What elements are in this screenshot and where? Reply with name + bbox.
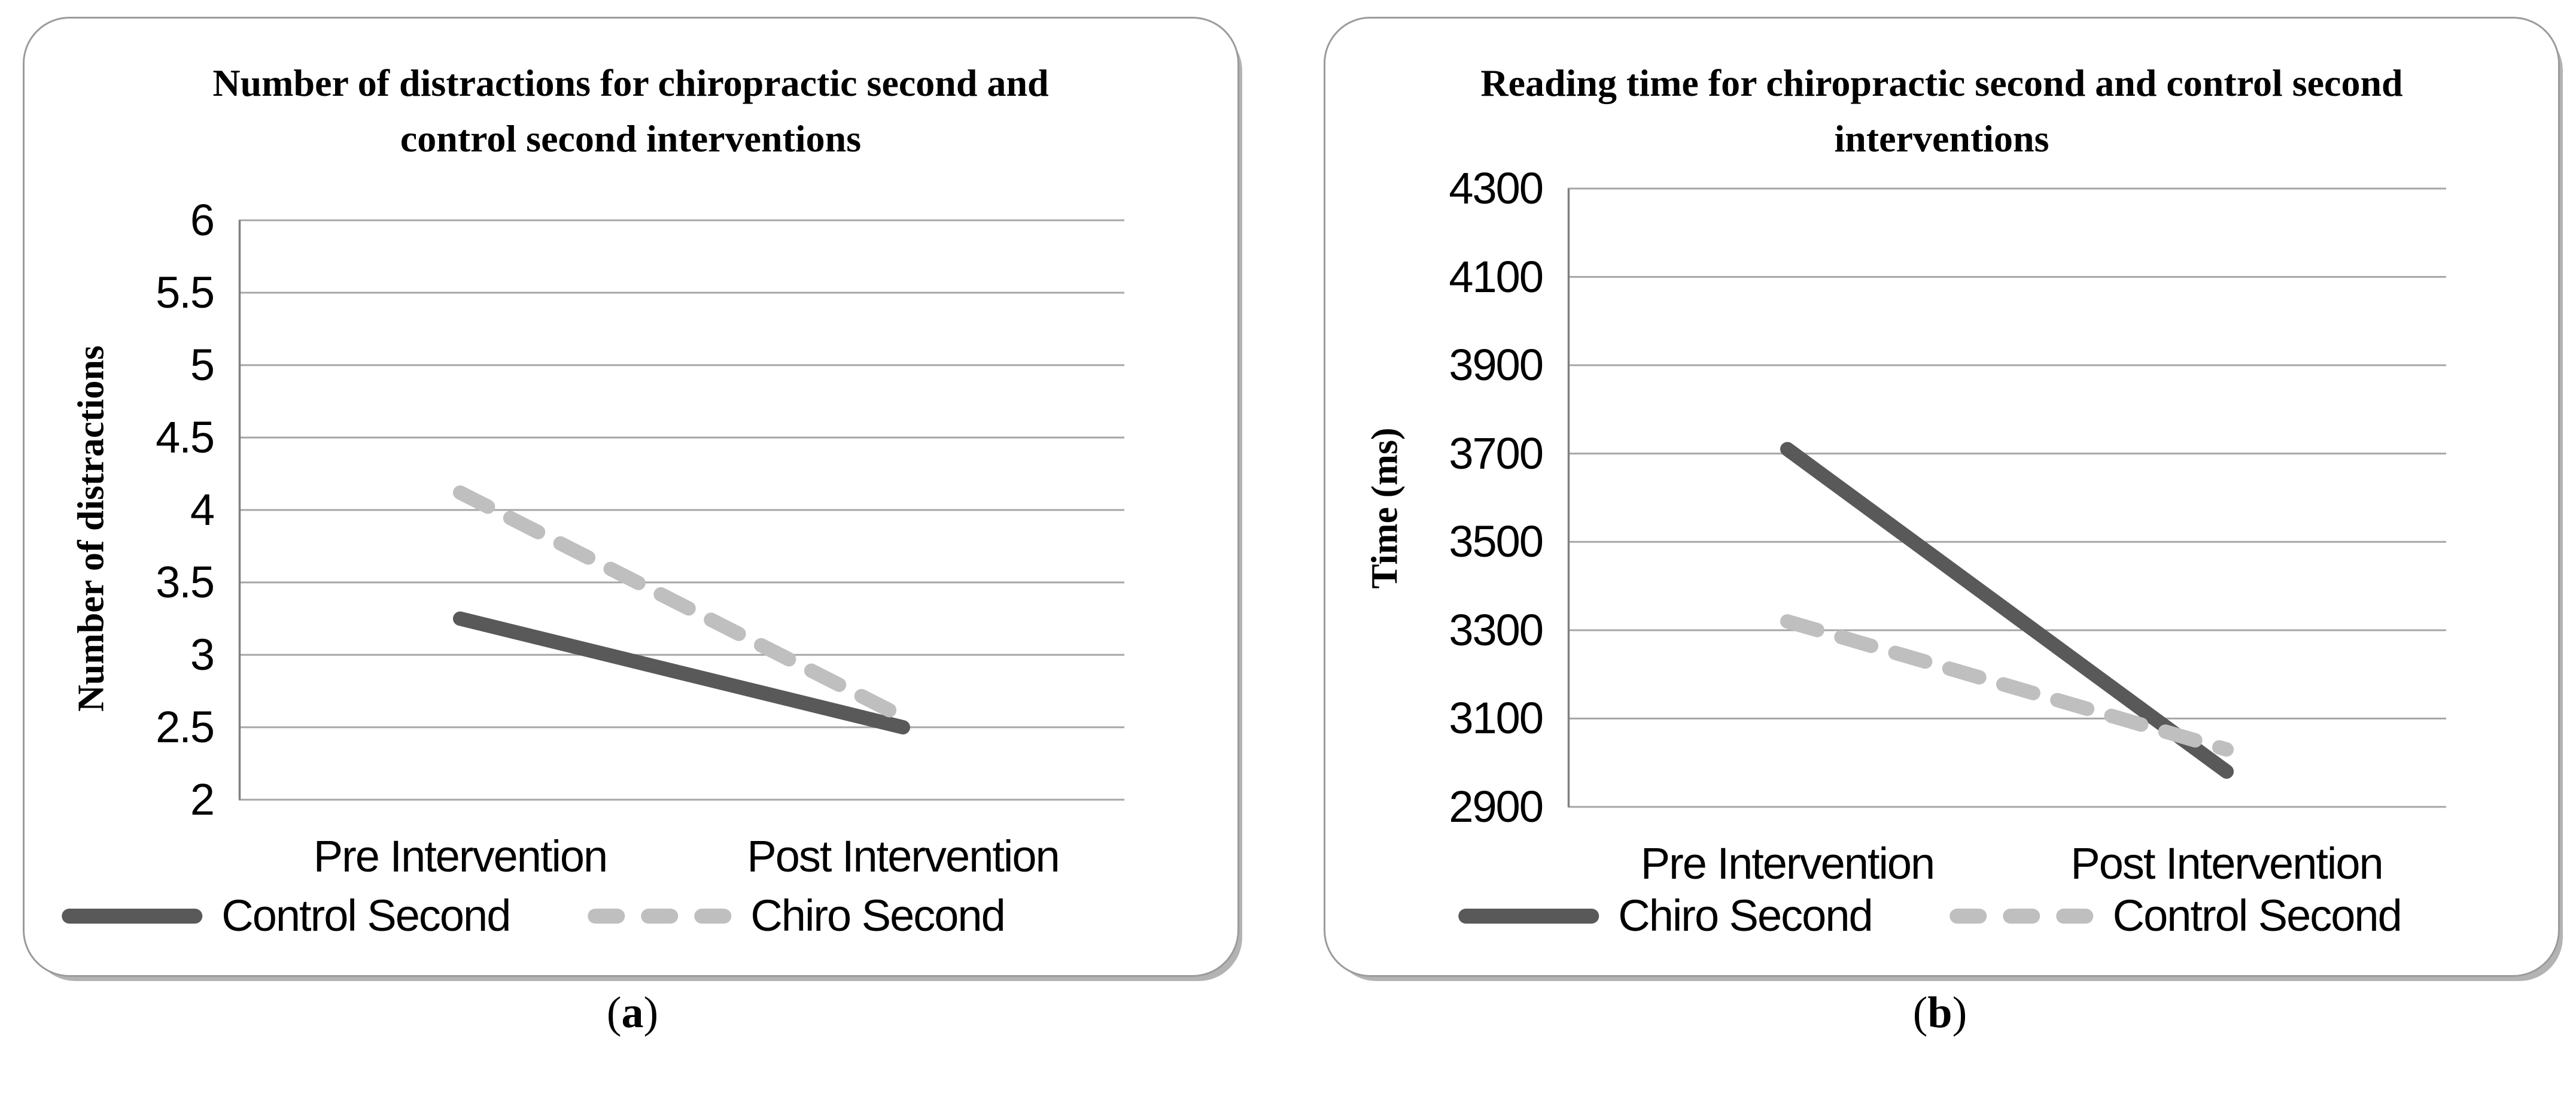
y-tick-label: 4300 [1449, 163, 1544, 213]
x-category-label: Pre Intervention [1640, 839, 1935, 888]
legend-dashed-line-swatch [1950, 908, 2094, 924]
y-tick-label: 2 [190, 775, 215, 824]
y-tick-label: 5 [190, 340, 215, 390]
legend-solid-line-swatch [1458, 908, 1599, 924]
legend-solid-line-swatch [62, 908, 203, 924]
y-tick-label: 4.5 [156, 412, 215, 462]
caption-paren: ) [643, 988, 659, 1037]
subfigure-caption-b: (b) [1913, 988, 1967, 1039]
caption-paren: ) [1952, 988, 1967, 1037]
caption-letter: b [1927, 988, 1952, 1037]
dash-segment [694, 908, 732, 924]
series-line-control-second [453, 611, 910, 734]
caption-letter: a [621, 988, 644, 1037]
legend-item: Control Second [1950, 891, 2402, 940]
y-tick-label: 2.5 [156, 702, 215, 752]
y-tick-label: 3100 [1449, 693, 1544, 743]
legend-label: Control Second [2112, 891, 2402, 940]
y-tick-label: 3700 [1449, 428, 1544, 478]
x-category-label: Post Intervention [2070, 839, 2383, 888]
y-tick-label: 3300 [1449, 605, 1544, 655]
plot-area: 6 5.5 5 4.5 4 3.5 3 2.5 2 Pre Intervention Post In… [156, 198, 1124, 879]
y-tick-label: 5.5 [156, 268, 215, 317]
y-tick-label: 6 [190, 195, 215, 245]
dash-segment [2056, 908, 2094, 924]
legend-item: Chiro Second [588, 891, 1006, 940]
y-tick-label: 3500 [1449, 517, 1544, 567]
series-line-control-second [1780, 614, 2234, 757]
y-tick-label: 3 [190, 630, 215, 679]
y-tick-label: 4100 [1449, 251, 1544, 302]
legend-dashed-line-swatch [588, 908, 732, 924]
plot-area: 4300 4100 3900 3700 3500 3300 3100 2900 Pre Inte… [1449, 166, 2446, 886]
dash-segment [1950, 908, 1987, 924]
x-category-label: Pre Intervention [313, 831, 608, 881]
chart-panel-a: Number of distractions for chiropractic … [23, 17, 1239, 977]
legend-label: Chiro Second [1618, 891, 1873, 940]
chart-title: Reading time for chiropractic second and… [1480, 62, 2403, 160]
y-tick-label: 2900 [1449, 782, 1544, 831]
legend: Control Second Chiro Second [62, 891, 1006, 940]
legend-item: Control Second [62, 891, 511, 940]
dash-segment [2003, 908, 2040, 924]
chart-title: Number of distractions for chiropractic … [212, 62, 1049, 160]
series-line-chiro-second [1780, 442, 2234, 779]
caption-paren: ( [1912, 988, 1928, 1037]
y-tick-label: 4 [190, 485, 215, 535]
legend: Chiro Second Control Second [1458, 891, 2402, 940]
legend-item: Chiro Second [1458, 891, 1874, 940]
series-line-chiro-second [453, 485, 910, 725]
chart-panel-b: Reading time for chiropractic second and… [1324, 17, 2560, 977]
dash-segment [588, 908, 625, 924]
plot-canvas [1567, 187, 2446, 808]
y-tick-label: 3900 [1449, 340, 1544, 390]
caption-paren: ( [606, 988, 622, 1037]
subfigure-caption-a: (a) [607, 988, 658, 1039]
x-category-label: Post Intervention [747, 831, 1060, 881]
dash-segment [641, 908, 679, 924]
legend-label: Chiro Second [750, 891, 1005, 940]
y-axis-title: Number of distractions [71, 345, 112, 712]
plot-canvas [238, 219, 1124, 801]
y-axis-title: Time (ms) [1364, 427, 1406, 589]
y-tick-label: 3.5 [156, 557, 215, 607]
legend-label: Control Second [221, 891, 511, 940]
